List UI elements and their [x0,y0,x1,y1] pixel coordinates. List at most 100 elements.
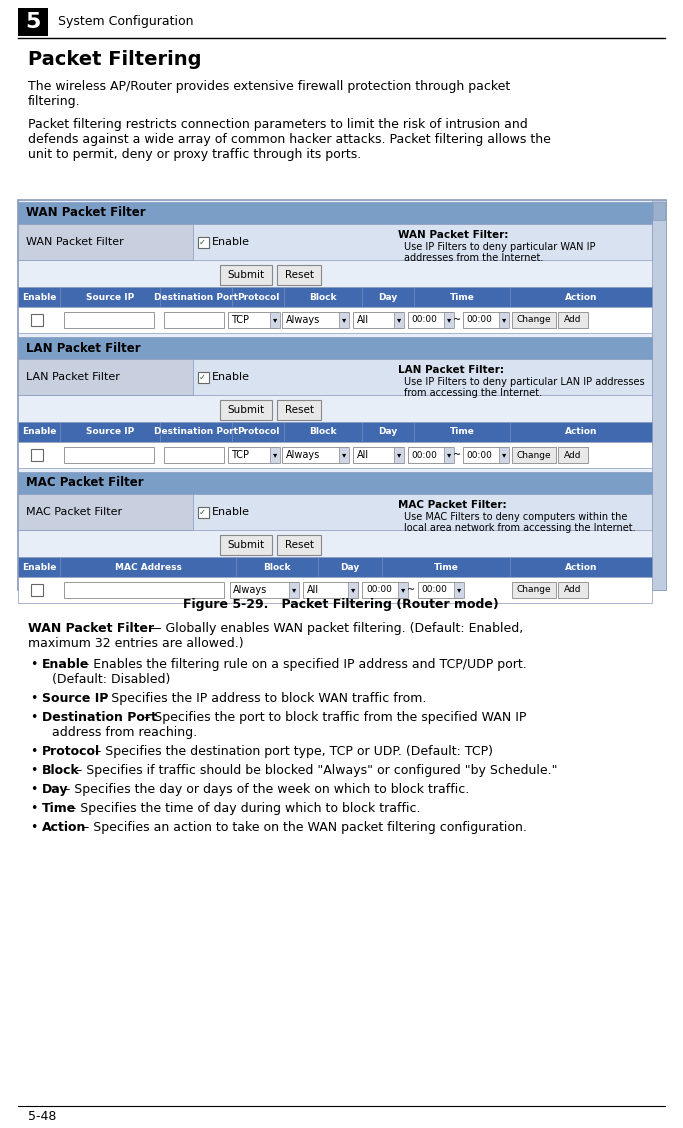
Bar [230,582,298,598]
Bar [463,312,507,328]
Bar [18,578,652,603]
Bar [652,200,666,590]
Bar [64,447,154,462]
Text: Block: Block [309,428,337,437]
Text: Action: Action [565,428,597,437]
Bar [558,447,588,462]
Text: Add: Add [564,585,582,594]
Bar [408,447,452,462]
Text: Block: Block [309,292,337,301]
Bar [303,582,358,598]
Bar [18,472,652,494]
Text: System Configuration: System Configuration [58,16,193,28]
Text: – Specifies if traffic should be blocked "Always" or configured "by Schedule.": – Specifies if traffic should be blocked… [72,764,558,777]
Text: All: All [307,585,319,594]
Text: ▾: ▾ [397,450,401,459]
Text: •: • [30,744,38,758]
Bar [282,447,348,462]
Bar [18,590,652,603]
Text: ▾: ▾ [397,316,401,325]
Text: TCP: TCP [231,450,249,460]
Bar [18,337,652,359]
Bar [394,447,404,462]
Text: ~: ~ [453,315,461,325]
Bar [198,372,209,384]
Bar [18,200,666,590]
Text: Protocol: Protocol [237,292,279,301]
Text: Packet filtering restricts connection parameters to limit the risk of intrusion : Packet filtering restricts connection pa… [28,118,551,161]
Text: Source IP: Source IP [42,691,109,705]
Bar [18,442,652,468]
Bar [18,557,652,578]
Bar [18,359,193,395]
Bar [164,312,224,328]
Text: TCP: TCP [231,315,249,325]
Bar [444,447,454,462]
Text: Use MAC Filters to deny computers within the: Use MAC Filters to deny computers within… [404,512,628,522]
Text: ▾: ▾ [351,585,355,594]
Text: Reset: Reset [285,405,313,415]
Text: Protocol: Protocol [42,744,100,758]
Text: ▾: ▾ [342,450,346,459]
Bar [499,312,509,328]
Bar [220,535,272,555]
Bar [339,312,349,328]
Text: WAN Packet Filter: WAN Packet Filter [26,206,145,220]
Text: Enable: Enable [212,237,250,247]
Text: 5-48: 5-48 [28,1110,57,1123]
Bar [277,265,321,285]
Bar [454,582,464,598]
Bar [289,582,299,598]
Text: All: All [357,450,369,460]
Text: Always: Always [233,585,267,594]
Text: Action: Action [565,292,597,301]
Text: Action: Action [565,563,597,572]
Text: — Globally enables WAN packet filtering. (Default: Enabled,: — Globally enables WAN packet filtering.… [145,622,523,635]
Text: Use IP Filters to deny particular LAN IP addresses: Use IP Filters to deny particular LAN IP… [404,377,645,387]
Bar [339,447,349,462]
Bar [18,494,652,530]
Text: maximum 32 entries are allowed.): maximum 32 entries are allowed.) [28,637,244,650]
Text: •: • [30,821,38,834]
Text: Time: Time [449,428,475,437]
Bar [418,582,462,598]
Bar [394,312,404,328]
Text: – Specifies the IP address to block WAN traffic from.: – Specifies the IP address to block WAN … [97,691,426,705]
Text: 00:00: 00:00 [366,585,392,594]
Text: ~: ~ [453,450,461,460]
Text: ▾: ▾ [447,450,451,459]
Text: Protocol: Protocol [237,428,279,437]
Text: Change: Change [516,585,551,594]
Text: All: All [357,315,369,325]
Bar [18,494,193,530]
Bar [18,422,652,442]
Text: Action: Action [42,821,86,834]
Text: •: • [30,783,38,796]
Text: ▾: ▾ [502,316,506,325]
Text: Enable: Enable [42,658,89,671]
Bar [353,447,403,462]
Text: Enable: Enable [22,563,56,572]
Text: ▾: ▾ [342,316,346,325]
Text: Add: Add [564,316,582,325]
Text: ✓: ✓ [199,508,206,517]
Text: WAN Packet Filter: WAN Packet Filter [28,622,154,635]
Text: Use IP Filters to deny particular WAN IP: Use IP Filters to deny particular WAN IP [404,243,596,252]
Bar [164,447,224,462]
Text: WAN Packet Filter:: WAN Packet Filter: [398,230,508,240]
Text: •: • [30,802,38,816]
Text: ✓: ✓ [199,238,206,247]
Bar [398,582,408,598]
Text: Day: Day [340,563,360,572]
Text: Change: Change [516,316,551,325]
Bar [18,224,652,259]
Bar [18,359,652,395]
Text: Packet Filtering: Packet Filtering [28,50,201,69]
Text: – Specifies the day or days of the week on which to block traffic.: – Specifies the day or days of the week … [60,783,469,796]
Text: – Specifies the destination port type, TCP or UDP. (Default: TCP): – Specifies the destination port type, T… [91,744,493,758]
Text: Time: Time [42,802,76,816]
Text: WAN Packet Filter: WAN Packet Filter [26,237,124,247]
Bar [270,312,280,328]
Bar [198,506,209,518]
Text: ▾: ▾ [457,585,461,594]
